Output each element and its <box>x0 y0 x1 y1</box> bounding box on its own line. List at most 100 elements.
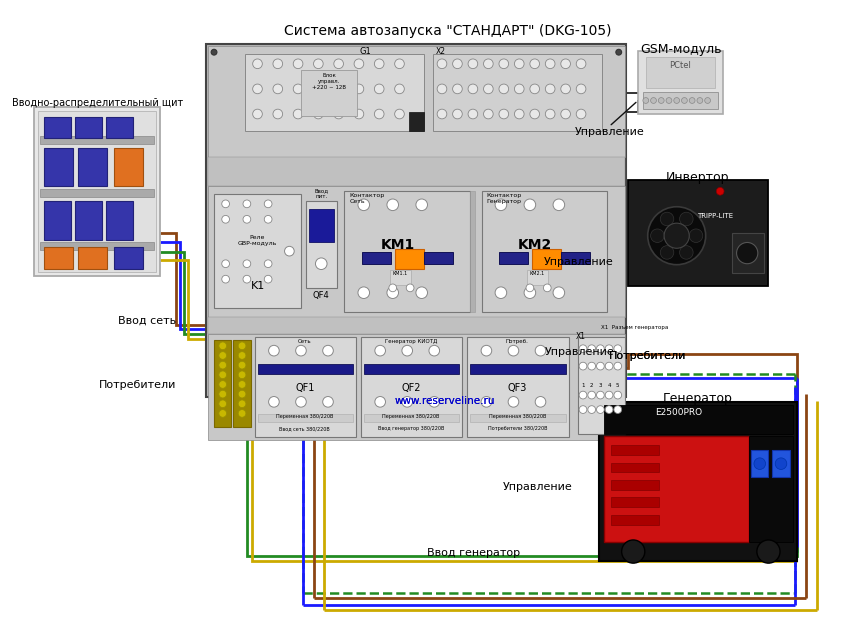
Circle shape <box>437 59 447 69</box>
Circle shape <box>294 109 303 119</box>
Circle shape <box>597 345 604 352</box>
Circle shape <box>243 260 251 268</box>
Bar <box>208 186 624 317</box>
Circle shape <box>219 371 227 379</box>
Circle shape <box>395 59 404 69</box>
Circle shape <box>243 216 251 223</box>
Bar <box>208 46 624 158</box>
Circle shape <box>664 223 689 248</box>
Bar <box>611 445 659 455</box>
Circle shape <box>264 276 272 283</box>
Circle shape <box>530 84 540 94</box>
Text: KM1.1: KM1.1 <box>393 271 408 276</box>
Circle shape <box>219 390 227 398</box>
Circle shape <box>219 409 227 418</box>
Circle shape <box>219 381 227 388</box>
Text: Управление: Управление <box>503 482 572 492</box>
Text: Управление: Управление <box>545 347 614 357</box>
Circle shape <box>546 59 555 69</box>
Circle shape <box>561 84 571 94</box>
Bar <box>481 191 607 312</box>
Text: Генератор: Генератор <box>663 392 733 405</box>
Circle shape <box>481 396 492 407</box>
Circle shape <box>526 284 533 292</box>
Circle shape <box>754 458 766 469</box>
Circle shape <box>650 229 664 242</box>
Bar <box>208 158 624 186</box>
Circle shape <box>680 246 693 259</box>
Bar <box>257 364 353 374</box>
Text: Генератор КИОТД: Генератор КИОТД <box>385 339 437 344</box>
Circle shape <box>530 59 540 69</box>
Bar <box>113 248 143 269</box>
Circle shape <box>579 391 587 399</box>
Circle shape <box>243 200 251 208</box>
Circle shape <box>406 284 414 292</box>
Circle shape <box>222 200 229 208</box>
Circle shape <box>285 246 294 256</box>
Bar <box>749 436 792 542</box>
Circle shape <box>268 346 279 356</box>
Text: X2: X2 <box>436 48 446 56</box>
Text: G1: G1 <box>359 48 372 56</box>
Bar <box>470 191 475 312</box>
Circle shape <box>395 109 404 119</box>
Circle shape <box>219 342 227 349</box>
Text: Реле
GBP-модуль: Реле GBP-модуль <box>238 235 277 246</box>
Circle shape <box>354 109 364 119</box>
Bar <box>599 402 798 561</box>
Circle shape <box>264 200 272 208</box>
Circle shape <box>429 346 440 356</box>
Circle shape <box>453 59 462 69</box>
Circle shape <box>535 396 546 407</box>
Circle shape <box>514 109 524 119</box>
Circle shape <box>514 84 524 94</box>
Circle shape <box>238 409 246 418</box>
Bar <box>604 436 749 542</box>
Circle shape <box>219 400 227 408</box>
Bar <box>364 414 459 422</box>
Circle shape <box>387 287 398 299</box>
Circle shape <box>358 287 370 299</box>
Circle shape <box>323 396 333 407</box>
Text: Блок
управл.
+220 ~ 12В: Блок управл. +220 ~ 12В <box>312 74 346 90</box>
Bar <box>611 462 659 472</box>
Text: Инвертор: Инвертор <box>666 171 730 184</box>
Circle shape <box>597 406 604 413</box>
Circle shape <box>238 400 246 408</box>
Bar <box>423 252 453 264</box>
Circle shape <box>546 84 555 94</box>
Bar <box>306 201 337 288</box>
Circle shape <box>483 59 493 69</box>
Circle shape <box>650 98 656 103</box>
Bar <box>578 337 624 434</box>
Circle shape <box>588 406 596 413</box>
Bar <box>732 233 764 273</box>
Circle shape <box>238 381 246 388</box>
Text: Переменная 380/220В: Переменная 380/220В <box>488 414 546 419</box>
Circle shape <box>273 109 282 119</box>
Text: Потребители: Потребители <box>609 351 687 361</box>
Circle shape <box>374 84 384 94</box>
Text: Ввод сеть 380/220В: Ввод сеть 380/220В <box>280 426 330 431</box>
Text: Вводно-распределительный щит: Вводно-распределительный щит <box>11 98 183 107</box>
Text: Ввод генератор: Ввод генератор <box>427 548 520 558</box>
Circle shape <box>333 84 344 94</box>
Circle shape <box>315 258 327 269</box>
Circle shape <box>273 59 282 69</box>
Bar <box>40 242 154 250</box>
Text: 1: 1 <box>581 384 585 389</box>
Circle shape <box>481 346 492 356</box>
Circle shape <box>588 345 596 352</box>
Text: KM2.1: KM2.1 <box>530 271 546 276</box>
Circle shape <box>468 109 478 119</box>
Text: Управление: Управление <box>575 127 645 137</box>
Circle shape <box>429 396 440 407</box>
Text: Контактор
Генератор: Контактор Генератор <box>487 193 521 204</box>
Text: www.reserveline.ru: www.reserveline.ru <box>395 396 495 406</box>
Circle shape <box>757 540 780 563</box>
Circle shape <box>222 276 229 283</box>
Circle shape <box>264 216 272 223</box>
Circle shape <box>416 287 428 299</box>
Circle shape <box>273 84 282 94</box>
